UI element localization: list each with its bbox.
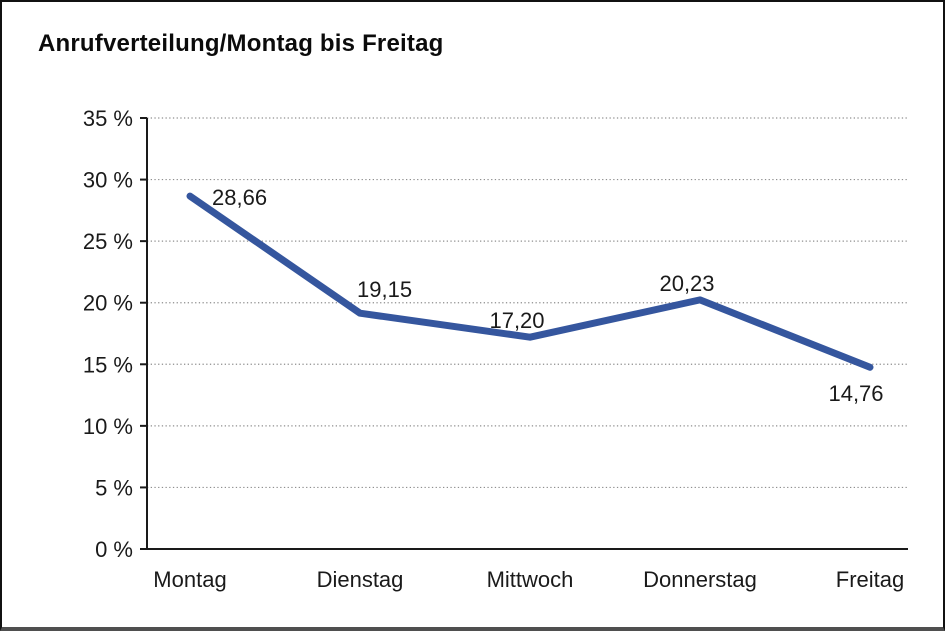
y-tick-label: 30 % xyxy=(83,168,133,193)
x-category-label: Mittwoch xyxy=(487,567,574,592)
x-category-label: Donnerstag xyxy=(643,567,757,592)
y-tick-label: 5 % xyxy=(95,475,133,500)
y-tick-label: 35 % xyxy=(83,106,133,131)
y-tick-label: 10 % xyxy=(83,414,133,439)
y-tick-label: 0 % xyxy=(95,537,133,562)
x-category-label: Freitag xyxy=(836,567,904,592)
data-point-label: 19,15 xyxy=(357,277,412,302)
x-category-label: Dienstag xyxy=(317,567,404,592)
x-category-label: Montag xyxy=(153,567,226,592)
y-tick-label: 20 % xyxy=(83,291,133,316)
y-tick-label: 25 % xyxy=(83,229,133,254)
data-point-label: 20,23 xyxy=(659,271,714,296)
data-line xyxy=(186,192,874,371)
data-point-label: 14,76 xyxy=(828,381,883,406)
data-point-label: 17,20 xyxy=(489,308,544,333)
y-tick-label: 15 % xyxy=(83,352,133,377)
data-point-label: 28,66 xyxy=(212,185,267,210)
chart-title: Anrufverteilung/Montag bis Freitag xyxy=(38,30,444,57)
